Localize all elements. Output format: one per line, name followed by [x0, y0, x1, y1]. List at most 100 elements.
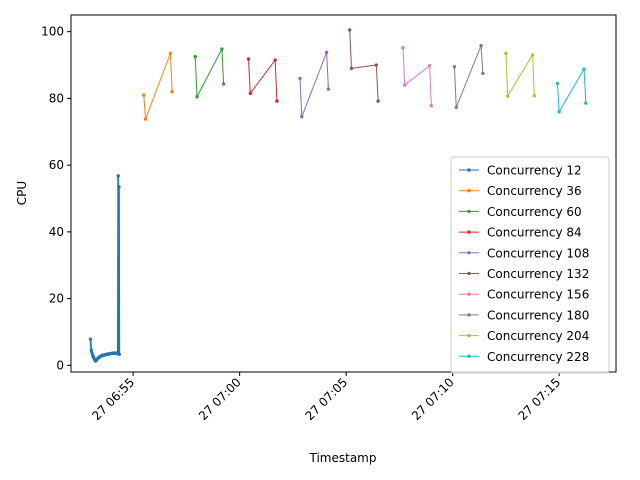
- legend: Concurrency 12 Concurrency 36 Concurrency …: [450, 156, 610, 374]
- series-line: [143, 52, 173, 120]
- data-point: [452, 65, 457, 69]
- data-point: [348, 28, 352, 32]
- legend-entry: Concurrency 228: [459, 350, 589, 364]
- x-axis: 27 06:55 27 07:00 27 07:05 27 07:10 27 07:15: [89, 372, 563, 423]
- y-tick-label: 60: [49, 158, 64, 172]
- series-line: [402, 47, 432, 106]
- legend-entry: Concurrency 132: [459, 267, 589, 281]
- data-point: [376, 99, 380, 103]
- series-2: [142, 51, 174, 121]
- data-point: [326, 87, 331, 91]
- series-line: [505, 53, 535, 97]
- legend-entry: Concurrency 36: [459, 184, 582, 198]
- data-point: [403, 83, 407, 87]
- legend-label: Concurrency 156: [487, 288, 589, 302]
- legend-entry: Concurrency 84: [459, 226, 582, 240]
- data-point: [557, 110, 561, 114]
- data-point: [401, 46, 405, 50]
- legend-label: Concurrency 180: [487, 308, 589, 322]
- legend-label: Concurrency 84: [487, 226, 582, 240]
- data-point: [117, 352, 121, 357]
- legend-marker: [467, 230, 471, 234]
- legend-label: Concurrency 60: [487, 205, 582, 219]
- y-axis: 0 20 40 60 80 100: [41, 25, 71, 372]
- y-tick-label: 100: [41, 25, 64, 39]
- data-point: [88, 337, 93, 341]
- data-point: [117, 185, 121, 189]
- legend-marker: [467, 292, 471, 296]
- series-1: [88, 174, 121, 363]
- legend-marker: [467, 168, 471, 172]
- series-3: [193, 47, 226, 99]
- data-point: [584, 101, 588, 105]
- data-point: [275, 99, 279, 103]
- data-point: [506, 94, 510, 98]
- data-point: [481, 71, 485, 76]
- x-tick-label: 27 07:05: [302, 375, 350, 423]
- legend-marker: [467, 189, 471, 193]
- x-tick-label: 27 07:15: [515, 375, 563, 423]
- data-point: [220, 47, 224, 51]
- legend-marker: [467, 251, 471, 255]
- legend-box: [450, 156, 610, 374]
- plot-frame: [70, 14, 617, 373]
- x-tick-label: 27 07:00: [196, 375, 244, 423]
- x-tick-label: 27 06:55: [89, 375, 137, 423]
- data-point: [349, 66, 354, 71]
- data-point: [530, 53, 535, 57]
- data-point: [170, 90, 174, 94]
- series-5: [298, 50, 331, 119]
- y-tick-label: 40: [49, 225, 64, 239]
- data-point: [168, 51, 173, 56]
- legend-marker: [467, 333, 471, 338]
- legend-entry: Concurrency 12: [459, 164, 582, 178]
- series-line: [248, 59, 278, 102]
- data-point: [300, 115, 304, 119]
- series-line: [194, 48, 225, 98]
- legend-label: Concurrency 228: [487, 350, 589, 364]
- legend-entry: Concurrency 156: [459, 288, 589, 302]
- data-point: [555, 81, 560, 86]
- x-axis-title: Timestamp: [309, 451, 377, 465]
- y-tick-label: 0: [56, 358, 64, 372]
- legend-marker: [467, 209, 471, 214]
- data-point: [324, 50, 329, 55]
- legend-label: Concurrency 108: [487, 246, 589, 260]
- data-point: [504, 51, 508, 56]
- legend-marker: [467, 354, 471, 358]
- series-6: [348, 28, 380, 103]
- data-point: [116, 174, 120, 178]
- data-point: [479, 44, 483, 48]
- data-point: [90, 350, 94, 355]
- series-9: [504, 51, 537, 98]
- series-line: [89, 174, 121, 362]
- data-point: [143, 117, 148, 121]
- data-point: [195, 95, 199, 99]
- legend-label: Concurrency 132: [487, 267, 589, 281]
- x-tick-label: 27 07:10: [409, 375, 457, 423]
- data-point: [142, 93, 146, 97]
- y-axis-title: CPU: [15, 181, 29, 205]
- series-7: [401, 46, 434, 108]
- data-point: [582, 67, 586, 71]
- series-4: [246, 57, 279, 103]
- data-point: [427, 64, 432, 68]
- data-point: [374, 63, 379, 67]
- data-point: [532, 94, 537, 98]
- y-tick-label: 80: [49, 91, 64, 105]
- legend-entry: Concurrency 180: [459, 308, 589, 322]
- series-layer: [88, 28, 588, 363]
- series-line: [299, 51, 329, 118]
- legend-entry: Concurrency 108: [459, 246, 589, 260]
- legend-label: Concurrency 36: [487, 184, 582, 198]
- y-tick-label: 20: [49, 292, 64, 306]
- legend-entry: Concurrency 204: [459, 329, 589, 343]
- data-point: [246, 57, 251, 61]
- legend-entry: Concurrency 60: [459, 205, 582, 219]
- legend-label: Concurrency 204: [487, 329, 589, 343]
- data-point: [298, 76, 302, 81]
- series-line: [453, 45, 484, 108]
- data-point: [429, 104, 434, 108]
